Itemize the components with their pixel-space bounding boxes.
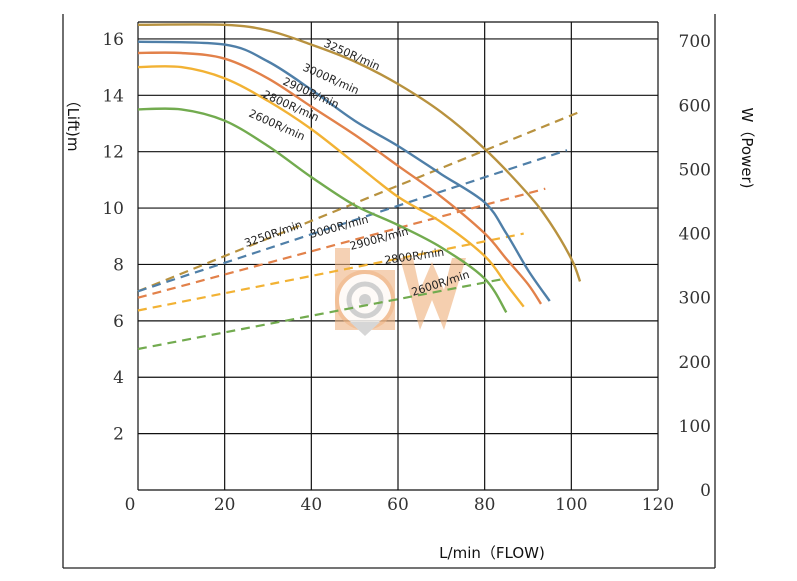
- y-tick-label: 6: [113, 312, 124, 332]
- power-curve-2800: [137, 232, 524, 312]
- watermark-logo: [335, 248, 466, 336]
- lift-curve-2800: [137, 65, 525, 308]
- y2-tick-label: 700: [679, 32, 711, 52]
- x-tick-label: 60: [387, 495, 409, 515]
- y-axis-title: （Lift)m: [64, 93, 82, 152]
- y2-axis-title: W（Power): [738, 107, 756, 188]
- y2-axis-ticks: 0 100 200 300 400 500 600 700: [679, 32, 711, 501]
- y-tick-label: 2: [113, 425, 124, 445]
- y-tick-label: 8: [113, 255, 124, 275]
- y2-tick-label: 600: [679, 96, 711, 116]
- x-tick-label: 80: [474, 495, 496, 515]
- y2-tick-label: 200: [679, 353, 711, 373]
- y2-tick-label: 100: [679, 417, 711, 437]
- power-curve-2900: [137, 187, 546, 299]
- grid: [137, 21, 659, 491]
- lift-curve-3250: [137, 23, 582, 282]
- y-tick-label: 16: [102, 30, 124, 50]
- power-label-2800: 2800R/min: [384, 246, 445, 267]
- x-tick-label: 120: [642, 495, 674, 515]
- y2-tick-label: 300: [679, 289, 711, 309]
- y2-tick-label: 0: [700, 481, 711, 501]
- x-tick-label: 100: [555, 495, 587, 515]
- lift-curve-2900: [137, 51, 543, 305]
- x-tick-label: 40: [301, 495, 323, 515]
- y2-tick-label: 500: [679, 160, 711, 180]
- lift-curve-3000: [137, 40, 551, 302]
- y-tick-label: 14: [102, 86, 124, 106]
- y-tick-label: 4: [113, 368, 124, 388]
- y-tick-label: 10: [102, 199, 124, 219]
- power-label-2900: 2900R/min: [348, 225, 409, 253]
- y-tick-label: 12: [102, 143, 124, 163]
- x-tick-label: 0: [125, 495, 136, 515]
- x-axis-ticks: 0 20 40 60 80 100 120: [125, 495, 675, 515]
- power-curve-2600: [137, 277, 507, 351]
- lift-label-3250: 3250R/min: [322, 37, 382, 73]
- y2-tick-label: 400: [679, 225, 711, 245]
- power-curves: [137, 110, 581, 351]
- lift-curves: [137, 23, 582, 314]
- x-axis-title: L/min（FLOW): [439, 544, 545, 562]
- power-label-3250: 3250R/min: [243, 218, 304, 250]
- lift-curve-2600: [137, 107, 508, 314]
- y-axis-ticks: 2 4 6 8 10 12 14 16: [102, 30, 124, 445]
- power-curve-3000: [137, 149, 568, 293]
- x-tick-label: 20: [214, 495, 236, 515]
